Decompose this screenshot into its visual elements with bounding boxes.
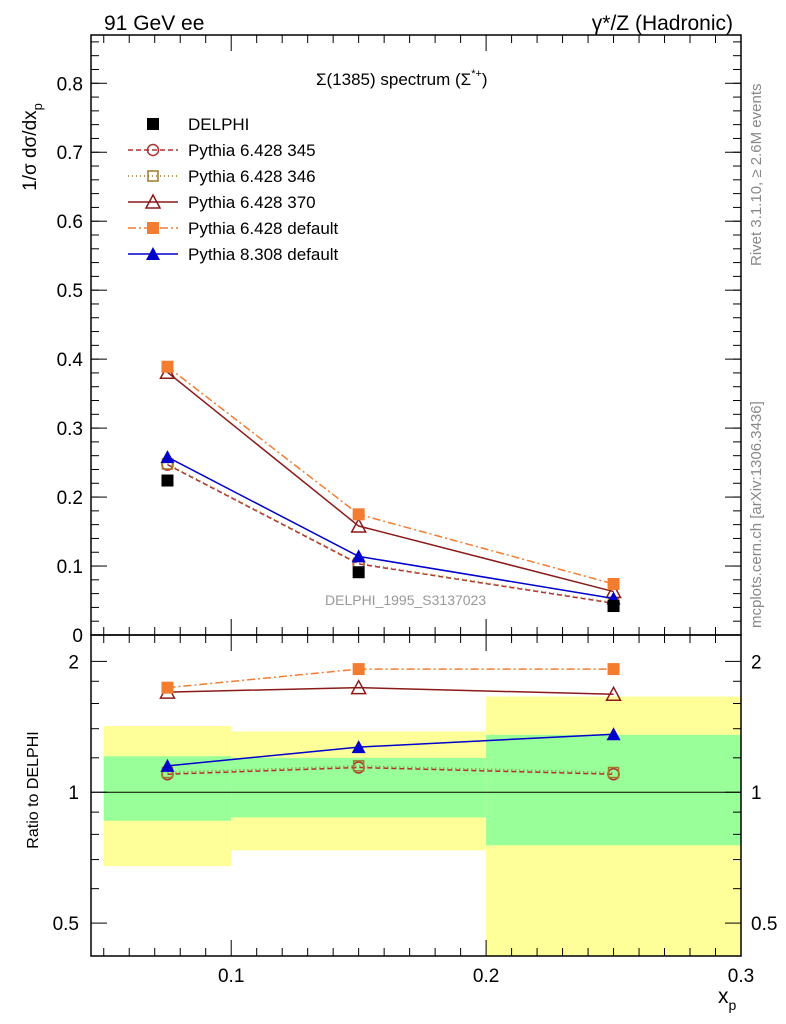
ratio-point-p370-2 (605, 685, 622, 702)
point-p6def-0 (161, 360, 174, 373)
point-data-0 (161, 474, 174, 487)
main-ytick-label: 0 (72, 626, 83, 647)
xtick-label: 0.3 (728, 966, 754, 987)
xlabel-text: x (718, 985, 729, 1008)
main-title-text: Σ(1385) spectrum (Σ (316, 70, 471, 89)
legend-marker-data (147, 118, 159, 130)
rivet-version-label: Rivet 3.1.10, ≥ 2.6M events (748, 84, 765, 267)
ratio-ytick-label: 0.5 (53, 914, 79, 935)
header-left-label: 91 GeV ee (104, 12, 204, 35)
series-line-p6def (167, 366, 614, 585)
series-line-p346 (167, 463, 614, 604)
main-title: Σ(1385) spectrum (Σ*+) (316, 68, 488, 89)
header-right-label: γ*/Z (Hadronic) (592, 12, 733, 35)
point-data-2 (607, 600, 620, 613)
main-ylabel-text: 1/σ dσ/dx (20, 110, 41, 191)
band-inner-bin-2 (486, 734, 741, 846)
ratio-ytick-label-right: 1 (751, 783, 762, 804)
point-p6def-1 (352, 508, 365, 521)
legend: DELPHI Pythia 6.428 345 Pythia 6.428 346 Py… (128, 115, 339, 264)
xlabel: xp (718, 985, 737, 1013)
ratio-point-p8def-0 (160, 758, 175, 772)
series-line-p345 (167, 463, 614, 605)
series-line-p370 (167, 371, 614, 593)
ratio-line-p345 (167, 766, 614, 775)
xtick-label: 0.2 (473, 966, 499, 987)
main-ytick-label: 0.2 (57, 488, 83, 509)
main-ytick-label: 0.7 (57, 143, 83, 164)
main-ylabel: 1/σ dσ/dxp (20, 103, 45, 191)
ratio-ytick-label: 1 (68, 783, 79, 804)
legend-marker-p346 (147, 170, 159, 182)
ratio-uncertainty-bands (103, 696, 741, 956)
ratio-line-p370 (167, 686, 614, 696)
band-inner-bin-1 (231, 757, 487, 818)
ratio-point-p6def-0 (161, 681, 174, 694)
ratio-ytick-label: 2 (68, 652, 79, 673)
ratio-point-p346-2 (607, 766, 620, 779)
point-p6def-2 (607, 577, 620, 590)
point-p370-1 (350, 517, 367, 533)
mcplots-label: mcplots.cern.ch [arXiv:1306.3436] (748, 401, 765, 628)
ratio-point-p6def-2 (607, 663, 620, 676)
legend-marker-p345 (146, 143, 160, 157)
axis-ticks: 0 0.1 0.2 0.3 0.4 0.5 0.6 0.7 0.8 0.1 0.2 0.3 0.5 0.5… (53, 35, 777, 987)
main-title-sup: *+ (471, 68, 482, 80)
main-ytick-label: 0.4 (57, 350, 84, 371)
main-series-group (159, 360, 622, 613)
legend-label-data: DELPHI (188, 115, 249, 134)
legend-marker-p6def (147, 222, 159, 234)
ratio-point-p8def-1 (351, 740, 366, 754)
xlabel-sub: p (729, 997, 737, 1013)
ratio-point-p346-1 (352, 760, 365, 772)
legend-label-p346: Pythia 6.428 346 (188, 167, 316, 186)
legend-label-p370: Pythia 6.428 370 (188, 193, 316, 212)
ratio-point-p6def-1 (352, 663, 365, 676)
ratio-point-p370-1 (350, 679, 367, 695)
main-ytick-label: 0.6 (57, 212, 83, 233)
ratio-series-group (159, 663, 622, 781)
legend-label-p8def: Pythia 8.308 default (188, 245, 339, 264)
main-ytick-label: 0.5 (57, 281, 83, 302)
ratio-line-p6def (167, 668, 614, 689)
xtick-label: 0.1 (218, 966, 244, 987)
ratio-frame (90, 634, 742, 957)
ratio-point-p8def-2 (606, 727, 621, 741)
main-ytick-label: 0.8 (57, 74, 83, 95)
plot-frames (90, 34, 742, 957)
point-p8def-0 (160, 450, 175, 464)
legend-marker-p370 (144, 193, 162, 209)
main-ytick-label: 0.3 (57, 419, 83, 440)
point-p8def-1 (351, 549, 366, 563)
main-ylabel-sub: p (30, 103, 45, 110)
series-line-p8def (167, 456, 614, 600)
ratio-ylabel: Ratio to DELPHI (25, 731, 42, 848)
legend-marker-p8def (146, 247, 160, 260)
legend-label-p345: Pythia 6.428 345 (188, 141, 316, 160)
svg-text:1/σ dσ/dxp: 1/σ dσ/dxp (20, 103, 45, 191)
analysis-watermark: DELPHI_1995_S3137023 (325, 592, 486, 608)
main-ytick-label: 0.1 (57, 557, 83, 578)
ratio-ytick-label-right: 0.5 (751, 914, 777, 935)
ratio-ytick-label-right: 2 (751, 652, 762, 673)
legend-label-p6def: Pythia 6.428 default (188, 219, 339, 238)
main-title-close: ) (482, 70, 488, 89)
point-data-1 (352, 566, 365, 579)
